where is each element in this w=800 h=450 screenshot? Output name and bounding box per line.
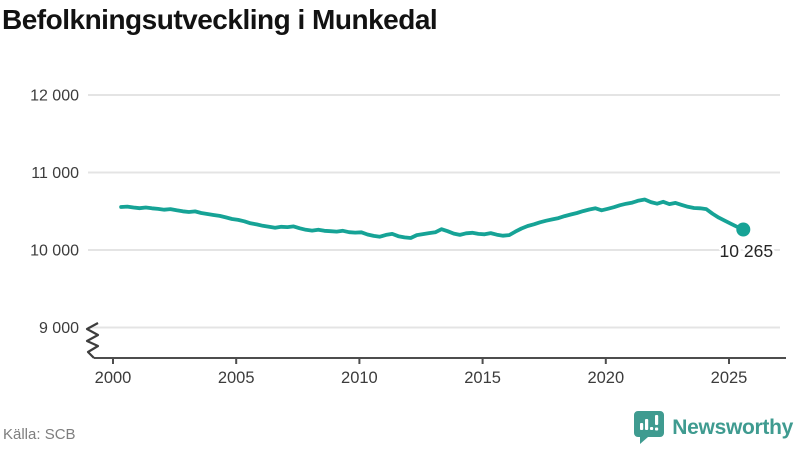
source-note: Källa: SCB bbox=[3, 426, 76, 443]
y-tick-label: 12 000 bbox=[30, 88, 79, 105]
end-value-label: 10 265 bbox=[720, 241, 774, 261]
x-tick-label: 2020 bbox=[587, 369, 624, 387]
y-tick-label: 9 000 bbox=[39, 320, 79, 337]
newsworthy-branding[interactable]: Newsworthy bbox=[634, 411, 793, 444]
newsworthy-wordmark: Newsworthy bbox=[672, 415, 793, 439]
population-chart: 12 000 11 000 10 000 9 000 2000 2005 2010 2015 2… bbox=[30, 88, 786, 387]
y-tick-label: 11 000 bbox=[31, 165, 79, 182]
x-tick-label: 2025 bbox=[711, 369, 748, 387]
end-point-marker bbox=[736, 222, 751, 237]
x-tick-label: 2005 bbox=[218, 369, 255, 387]
x-tick-label: 2000 bbox=[95, 369, 132, 387]
chart-title: Befolkningsutveckling i Munkedal bbox=[2, 4, 438, 35]
y-tick-label: 10 000 bbox=[30, 243, 79, 260]
x-tick-label: 2015 bbox=[464, 369, 501, 387]
population-line bbox=[119, 197, 746, 240]
axis-break-icon bbox=[85, 322, 100, 359]
newsworthy-logo-icon bbox=[634, 411, 665, 444]
x-tick-label: 2010 bbox=[341, 369, 378, 387]
